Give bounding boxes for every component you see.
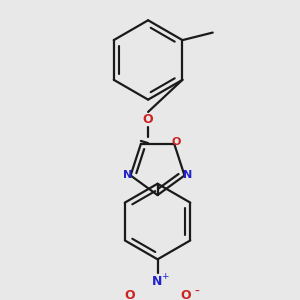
Text: N: N [152, 275, 163, 289]
Text: O: O [124, 289, 134, 300]
Text: O: O [143, 113, 153, 126]
Text: O: O [181, 289, 191, 300]
Text: +: + [161, 272, 169, 281]
Text: O: O [171, 137, 181, 147]
Text: N: N [123, 170, 132, 181]
Text: N: N [183, 170, 192, 181]
Text: -: - [195, 284, 200, 298]
